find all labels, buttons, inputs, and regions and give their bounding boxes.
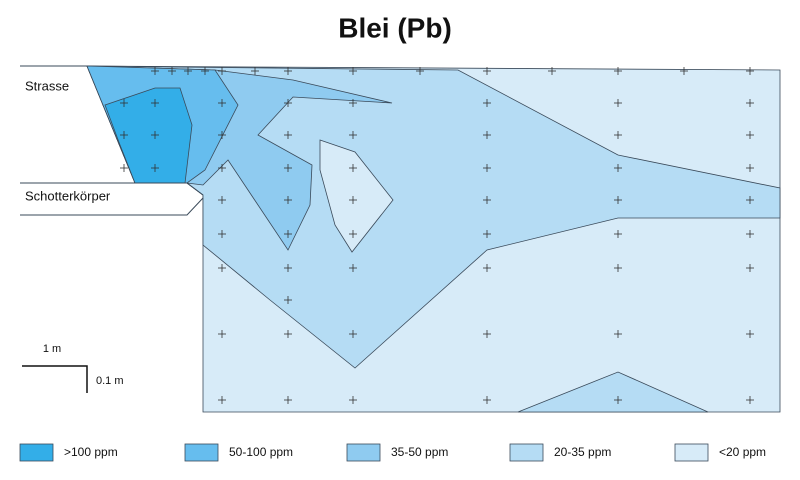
scale-vertical: 0.1 m <box>96 375 124 387</box>
gravel-edge <box>20 182 204 196</box>
legend-swatch <box>19 443 54 462</box>
road-label: Strasse <box>25 78 69 93</box>
legend-label: 20-35 ppm <box>554 445 611 459</box>
legend-label: 50-100 ppm <box>229 445 293 459</box>
legend-label: <20 ppm <box>719 445 766 459</box>
legend-swatch <box>509 443 544 462</box>
gravel-edge <box>20 197 204 216</box>
legend-swatch <box>184 443 219 462</box>
zone-20-35 <box>517 371 709 413</box>
scale-bar <box>22 365 88 393</box>
zone-lt20 <box>319 139 394 253</box>
legend-label: >100 ppm <box>64 445 118 459</box>
legend-swatch <box>674 443 709 462</box>
zone-gt100 <box>104 87 193 184</box>
title: Blei (Pb) <box>338 12 452 43</box>
sample-points <box>120 67 754 404</box>
legend-label: 35-50 ppm <box>391 445 448 459</box>
scale-horizontal: 1 m <box>43 343 61 355</box>
legend: >100 ppm 50-100 ppm 35-50 ppm 20-35 ppm <20 … <box>19 443 766 462</box>
gravel-label: Schotterkörper <box>25 188 111 203</box>
legend-swatch <box>346 443 381 462</box>
